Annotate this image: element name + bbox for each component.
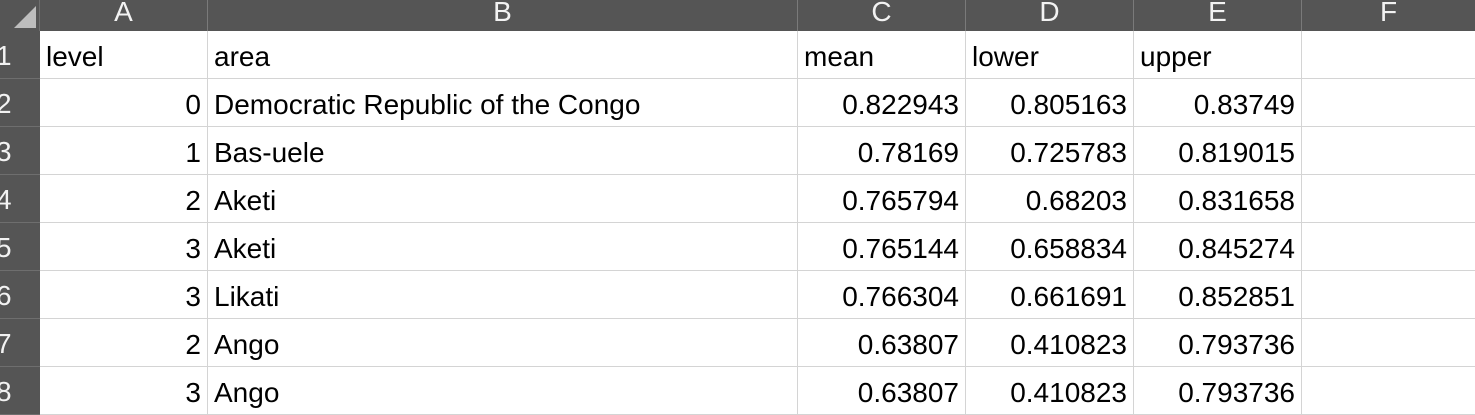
column-header-c[interactable]: C (798, 0, 966, 31)
cell-b1[interactable]: area (208, 31, 798, 79)
column-header-a[interactable]: A (40, 0, 208, 31)
cell-b7[interactable]: Ango (208, 319, 798, 367)
cell-a5[interactable]: 3 (40, 223, 208, 271)
cell-d7[interactable]: 0.410823 (966, 319, 1134, 367)
cell-c6[interactable]: 0.766304 (798, 271, 966, 319)
cell-a2[interactable]: 0 (40, 79, 208, 127)
cell-f6[interactable] (1302, 271, 1475, 319)
cell-e7[interactable]: 0.793736 (1134, 319, 1302, 367)
column-header-d[interactable]: D (966, 0, 1134, 31)
cell-e1[interactable]: upper (1134, 31, 1302, 79)
row-header-2[interactable]: 2 (0, 79, 40, 127)
row-header-5[interactable]: 5 (0, 223, 40, 271)
row-header-6[interactable]: 6 (0, 271, 40, 319)
row-header-7[interactable]: 7 (0, 319, 40, 367)
cell-f4[interactable] (1302, 175, 1475, 223)
cell-d1[interactable]: lower (966, 31, 1134, 79)
cell-b6[interactable]: Likati (208, 271, 798, 319)
cell-e8[interactable]: 0.793736 (1134, 367, 1302, 415)
cell-f1[interactable] (1302, 31, 1475, 79)
cell-a1[interactable]: level (40, 31, 208, 79)
cell-f5[interactable] (1302, 223, 1475, 271)
column-header-f[interactable]: F (1379, 0, 1398, 27)
column-header-bar: A B C D E F (0, 0, 1475, 31)
cell-a7[interactable]: 2 (40, 319, 208, 367)
row-header-8[interactable]: 8 (0, 367, 40, 415)
cell-c7[interactable]: 0.63807 (798, 319, 966, 367)
cell-c8[interactable]: 0.63807 (798, 367, 966, 415)
cell-e6[interactable]: 0.852851 (1134, 271, 1302, 319)
cell-f2[interactable] (1302, 79, 1475, 127)
cell-d5[interactable]: 0.658834 (966, 223, 1134, 271)
cell-b5[interactable]: Aketi (208, 223, 798, 271)
cell-a3[interactable]: 1 (40, 127, 208, 175)
select-all-corner[interactable] (0, 0, 40, 31)
cell-c1[interactable]: mean (798, 31, 966, 79)
column-header-b[interactable]: B (208, 0, 798, 31)
cell-e2[interactable]: 0.83749 (1134, 79, 1302, 127)
cell-e5[interactable]: 0.845274 (1134, 223, 1302, 271)
cell-b3[interactable]: Bas-uele (208, 127, 798, 175)
cell-f7[interactable] (1302, 319, 1475, 367)
cell-e3[interactable]: 0.819015 (1134, 127, 1302, 175)
cell-b4[interactable]: Aketi (208, 175, 798, 223)
cell-c4[interactable]: 0.765794 (798, 175, 966, 223)
cell-e4[interactable]: 0.831658 (1134, 175, 1302, 223)
row-header-1[interactable]: 1 (0, 31, 40, 79)
cell-f3[interactable] (1302, 127, 1475, 175)
cell-d8[interactable]: 0.410823 (966, 367, 1134, 415)
cell-d6[interactable]: 0.661691 (966, 271, 1134, 319)
cell-d2[interactable]: 0.805163 (966, 79, 1134, 127)
cell-b8[interactable]: Ango (208, 367, 798, 415)
cell-a4[interactable]: 2 (40, 175, 208, 223)
cell-d3[interactable]: 0.725783 (966, 127, 1134, 175)
select-all-triangle-icon (14, 6, 36, 28)
cell-a6[interactable]: 3 (40, 271, 208, 319)
cell-c3[interactable]: 0.78169 (798, 127, 966, 175)
cell-d4[interactable]: 0.68203 (966, 175, 1134, 223)
cell-a8[interactable]: 3 (40, 367, 208, 415)
column-header-e[interactable]: E (1134, 0, 1302, 31)
cell-f8[interactable] (1302, 367, 1475, 415)
row-header-4[interactable]: 4 (0, 175, 40, 223)
row-header-3[interactable]: 3 (0, 127, 40, 175)
cell-c2[interactable]: 0.822943 (798, 79, 966, 127)
cell-c5[interactable]: 0.765144 (798, 223, 966, 271)
cell-b2[interactable]: Democratic Republic of the Congo (208, 79, 798, 127)
